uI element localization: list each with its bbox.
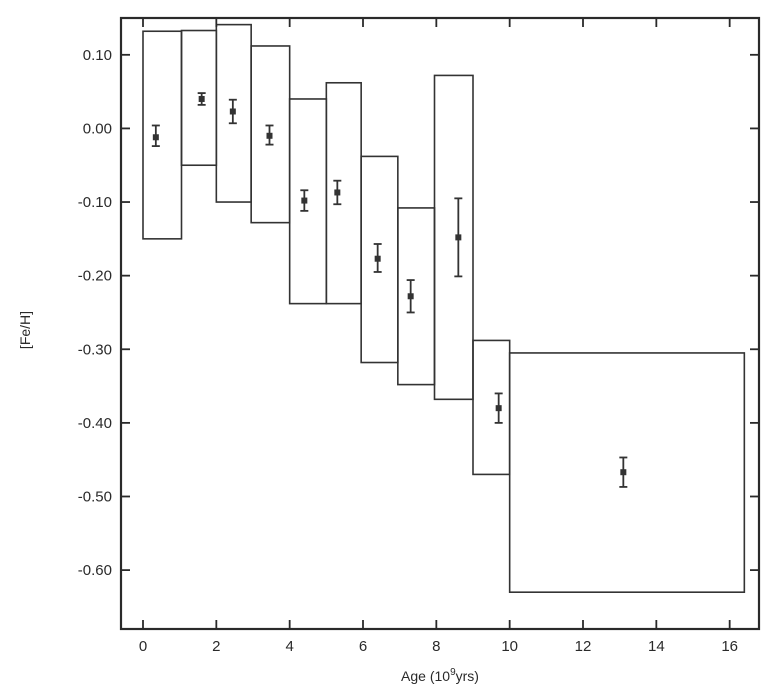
point-marker [301, 197, 308, 204]
range-box [288, 98, 328, 305]
point-marker [407, 293, 414, 300]
y-tick-label: 0.00 [83, 120, 112, 137]
x-tick-label: 6 [359, 638, 367, 655]
point-marker [455, 234, 462, 241]
range-box [472, 339, 511, 476]
point-marker [266, 132, 273, 139]
data-point [619, 456, 628, 488]
point-marker [374, 255, 381, 262]
point-marker [334, 189, 341, 196]
range-box [397, 207, 436, 386]
point-marker [620, 469, 627, 476]
x-tick-label: 14 [648, 638, 665, 655]
data-point [494, 392, 503, 424]
x-tick-label: 4 [285, 638, 293, 655]
data-point [454, 197, 463, 278]
y-tick-label: -0.30 [78, 341, 112, 358]
x-axis: 0 2 4 6 8 10 12 14 16 [139, 18, 738, 655]
x-tick-label: 8 [432, 638, 440, 655]
y-axis: 0.10 0.00 -0.10 -0.20 -0.30 -0.40 -0.50 -0.60 [78, 47, 759, 579]
range-box [433, 74, 474, 401]
y-tick-label: 0.10 [83, 47, 112, 64]
data-point [333, 179, 342, 206]
range-box [325, 81, 362, 305]
point-marker [152, 134, 159, 141]
y-tick-label: -0.50 [78, 488, 112, 505]
x-tick-label: 0 [139, 638, 147, 655]
x-axis-title-sup: 9 [450, 667, 456, 678]
point-marker [229, 108, 236, 115]
plot-frame [119, 16, 761, 631]
y-tick-label: -0.10 [78, 194, 112, 211]
x-axis-title-main: Age (10 [401, 668, 450, 684]
x-tick-label: 2 [212, 638, 220, 655]
range-box [142, 30, 183, 240]
x-tick-label: 12 [575, 638, 592, 655]
y-tick-label: -0.60 [78, 562, 112, 579]
data-point [151, 124, 160, 147]
data-point [373, 243, 382, 273]
point-marker [495, 405, 502, 412]
data-point [406, 279, 415, 314]
range-boxes [142, 23, 746, 593]
y-tick-label: -0.20 [78, 268, 112, 285]
x-axis-title-tail: yrs) [456, 668, 479, 684]
x-tick-label: 10 [501, 638, 518, 655]
data-point [197, 92, 206, 106]
y-axis-title: [Fe/H] [17, 311, 33, 349]
data-points [151, 92, 628, 488]
data-point [300, 189, 309, 212]
y-tick-label: -0.40 [78, 415, 112, 432]
x-axis-title: Age (109yrs) [401, 667, 479, 684]
range-box [508, 352, 746, 593]
x-tick-label: 16 [721, 638, 738, 655]
data-point [265, 124, 274, 146]
data-point [228, 98, 237, 125]
point-marker [198, 95, 205, 102]
